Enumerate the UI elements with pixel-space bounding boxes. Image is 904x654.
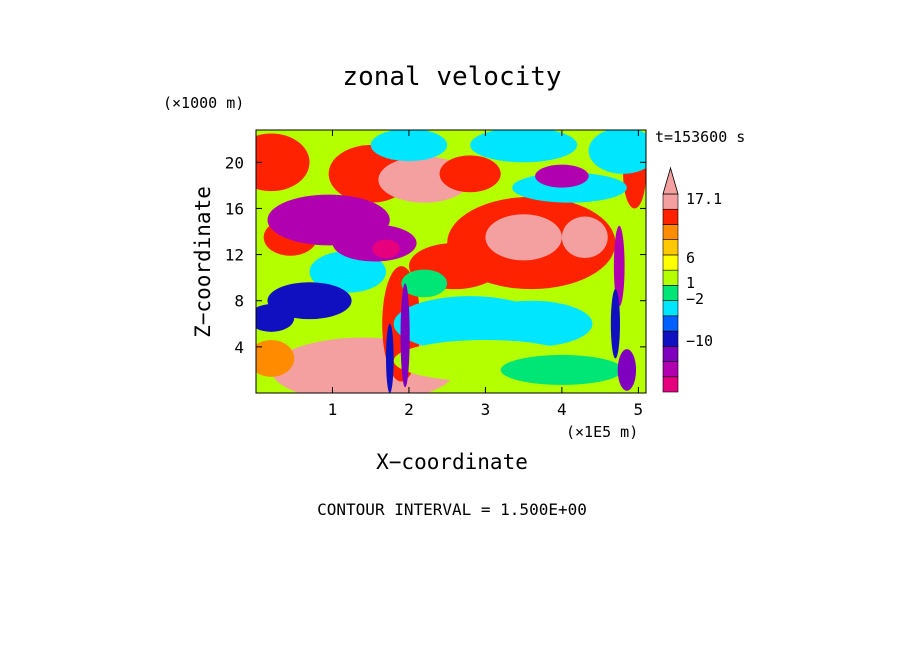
y-axis-ticks: 4 8 12 16 20 [225, 153, 646, 357]
contour-region-22 [309, 251, 386, 293]
y-tick-label-2: 12 [225, 246, 244, 265]
contour-region-34 [610, 289, 620, 359]
colorbar-max-arrow [662, 166, 679, 195]
x-tick-label-4: 5 [634, 400, 644, 419]
colorbar-swatch-3 [662, 330, 679, 347]
contour-region-31 [386, 323, 394, 393]
x-axis-label: X−coordinate [376, 450, 528, 474]
y-axis-label: Z−coordinate [191, 186, 215, 338]
colorbar [662, 166, 679, 393]
contour-region-15 [470, 300, 593, 347]
y-tick-label-0: 4 [234, 338, 244, 357]
colorbar-swatch-12 [662, 193, 679, 210]
contour-region-28 [372, 239, 400, 259]
colorbar-swatch-6 [662, 285, 679, 301]
colorbar-swatch-9 [662, 239, 679, 256]
colorbar-swatch-7 [662, 269, 679, 286]
colorbar-swatch-11 [662, 208, 679, 225]
contour-region-33 [617, 349, 637, 391]
colorbar-label-2: 1 [686, 274, 695, 292]
colorbar-label-1: 6 [686, 249, 695, 267]
velocity-field [256, 130, 646, 393]
x-tick-label-2: 3 [481, 400, 491, 419]
colorbar-swatch-1 [662, 361, 679, 378]
y-tick-label-1: 8 [234, 292, 244, 311]
contour-region-24 [256, 304, 295, 332]
contour-region-25 [401, 269, 448, 298]
colorbar-swatch-8 [662, 254, 679, 271]
contour-region-32 [613, 225, 625, 307]
x-axis-ticks: 1 2 3 4 5 [328, 130, 644, 419]
colorbar-label-0: 17.1 [686, 190, 722, 208]
x-tick-label-0: 1 [328, 400, 338, 419]
contour-region-8 [485, 214, 562, 261]
y-tick-label-4: 20 [225, 153, 244, 172]
y-tick-label-3: 16 [225, 199, 244, 218]
colorbar-label-4: −10 [686, 332, 713, 350]
colorbar-labels: 17.1 6 1−2 −10 [686, 190, 722, 350]
chart-title: zonal velocity [342, 62, 561, 92]
colorbar-swatch-4 [662, 315, 679, 332]
contour-interval-note: CONTOUR INTERVAL = 1.500E+00 [317, 500, 587, 519]
contour-region-18 [370, 130, 448, 162]
contour-region-20 [588, 130, 646, 174]
contour-region-29 [535, 164, 589, 188]
plot-frame [255, 129, 647, 394]
x-tick-label-3: 4 [557, 400, 567, 419]
colorbar-swatch-5 [662, 300, 679, 317]
contour-region-13 [256, 339, 295, 377]
contour-region-19 [470, 130, 578, 163]
colorbar-swatch-10 [662, 224, 679, 240]
contour-region-30 [400, 283, 410, 388]
contour-region-17 [500, 354, 624, 385]
contour-region-1 [294, 371, 356, 392]
contour-region-6 [439, 155, 501, 193]
colorbar-label-3: −2 [686, 290, 704, 308]
x-unit-label: (×1E5 m) [566, 423, 638, 441]
contour-region-9 [561, 216, 608, 259]
x-tick-label-1: 2 [404, 400, 414, 419]
y-unit-label: (×1000 m) [163, 94, 244, 112]
contour-region-27 [332, 224, 417, 262]
time-label: t=153600 s [655, 128, 745, 146]
contour-region-2 [256, 133, 310, 192]
colorbar-swatch-2 [662, 346, 679, 362]
colorbar-swatch-0 [662, 376, 679, 393]
